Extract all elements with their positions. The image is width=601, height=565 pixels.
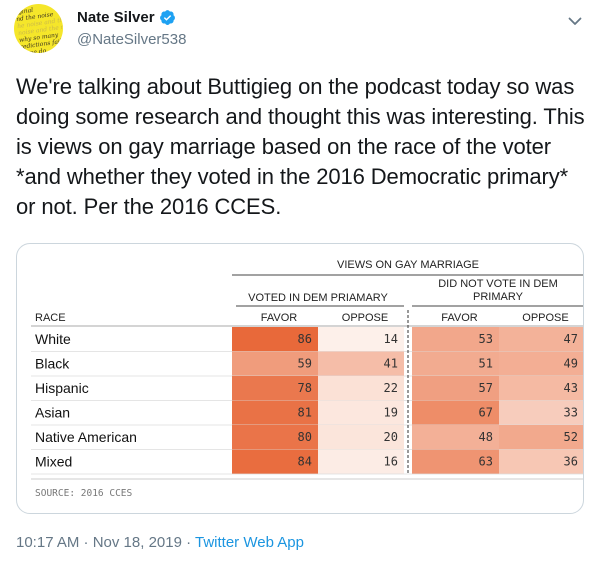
author-handle[interactable]: @NateSilver538 xyxy=(77,31,187,48)
tweet-footer: 10:17 AM · Nov 18, 2019 · Twitter Web Ap… xyxy=(16,534,304,551)
source-app-link[interactable]: Twitter Web App xyxy=(195,534,304,551)
group-header-voted: VOTED IN DEM PRIAMARY xyxy=(248,292,388,304)
table-cell xyxy=(412,376,499,401)
footer-separator: · xyxy=(181,534,195,551)
cell-value: 53 xyxy=(479,332,493,346)
table-cell xyxy=(318,425,404,450)
row-label: Black xyxy=(35,356,70,372)
cell-value: 57 xyxy=(479,381,493,395)
table-cell xyxy=(412,327,499,352)
table-cell xyxy=(232,449,318,474)
cell-value: 67 xyxy=(479,406,493,420)
table-cell xyxy=(232,376,318,401)
cell-value: 41 xyxy=(384,357,398,371)
cell-value: 16 xyxy=(384,455,398,469)
cell-value: 51 xyxy=(479,357,493,371)
row-header-race: RACE xyxy=(35,312,66,324)
cell-value: 49 xyxy=(564,357,578,371)
table-cell xyxy=(499,351,583,376)
cell-value: 33 xyxy=(564,406,578,420)
cell-value: 63 xyxy=(479,455,493,469)
table-cell xyxy=(499,327,583,352)
cell-value: 22 xyxy=(384,381,398,395)
table-cell xyxy=(232,351,318,376)
tweet-image[interactable]: VIEWS ON GAY MARRIAGE VOTED IN DEM PRIAMA… xyxy=(16,243,584,514)
column-header: FAVOR xyxy=(441,312,478,324)
author-name-label: Nate Silver xyxy=(77,9,155,26)
row-label: Mixed xyxy=(35,454,72,470)
cell-value: 19 xyxy=(384,406,398,420)
cell-value: 78 xyxy=(298,381,312,395)
cell-value: 80 xyxy=(298,430,312,444)
group-header-not-voted-line2: PRIMARY xyxy=(473,291,524,303)
cell-value: 48 xyxy=(479,430,493,444)
table-cell xyxy=(318,400,404,425)
table-cell xyxy=(318,449,404,474)
cell-value: 59 xyxy=(298,357,312,371)
column-header: FAVOR xyxy=(261,312,298,324)
table-cell xyxy=(232,400,318,425)
row-label: Hispanic xyxy=(35,380,89,396)
timestamp[interactable]: 10:17 AM · Nov 18, 2019 xyxy=(16,534,182,551)
table-cell xyxy=(499,449,583,474)
source-note: SOURCE: 2016 CCES xyxy=(35,488,133,499)
table-cell xyxy=(318,376,404,401)
table-cell xyxy=(232,425,318,450)
cell-value: 43 xyxy=(564,381,578,395)
cell-value: 14 xyxy=(384,332,398,346)
table-cell xyxy=(412,351,499,376)
cell-value: 86 xyxy=(298,332,312,346)
table-cell xyxy=(318,327,404,352)
column-header: OPPOSE xyxy=(522,312,568,324)
table-cell xyxy=(412,400,499,425)
row-label: Native American xyxy=(35,429,137,445)
table-cell xyxy=(412,425,499,450)
table-cell xyxy=(318,351,404,376)
cell-value: 47 xyxy=(564,332,578,346)
table-cell xyxy=(232,327,318,352)
tweet-text: We're talking about Buttigieg on the pod… xyxy=(16,74,585,219)
cell-value: 36 xyxy=(564,455,578,469)
verified-badge-icon xyxy=(159,10,175,25)
author-name[interactable]: Nate Silver xyxy=(77,9,176,26)
gay-marriage-table: VIEWS ON GAY MARRIAGE VOTED IN DEM PRIAMA… xyxy=(31,259,583,499)
row-label: Asian xyxy=(35,405,70,421)
row-label: White xyxy=(35,331,71,347)
cell-value: 84 xyxy=(298,455,312,469)
table-cell xyxy=(412,449,499,474)
table-title: VIEWS ON GAY MARRIAGE xyxy=(337,259,479,271)
column-header: OPPOSE xyxy=(342,312,388,324)
table-cell xyxy=(499,400,583,425)
chevron-down-icon[interactable] xyxy=(566,12,584,30)
cell-value: 20 xyxy=(384,430,398,444)
table-cell xyxy=(499,376,583,401)
table-cell xyxy=(499,425,583,450)
group-header-not-voted-line1: DID NOT VOTE IN DEM xyxy=(438,278,558,290)
cell-value: 81 xyxy=(298,406,312,420)
cell-value: 52 xyxy=(564,430,578,444)
